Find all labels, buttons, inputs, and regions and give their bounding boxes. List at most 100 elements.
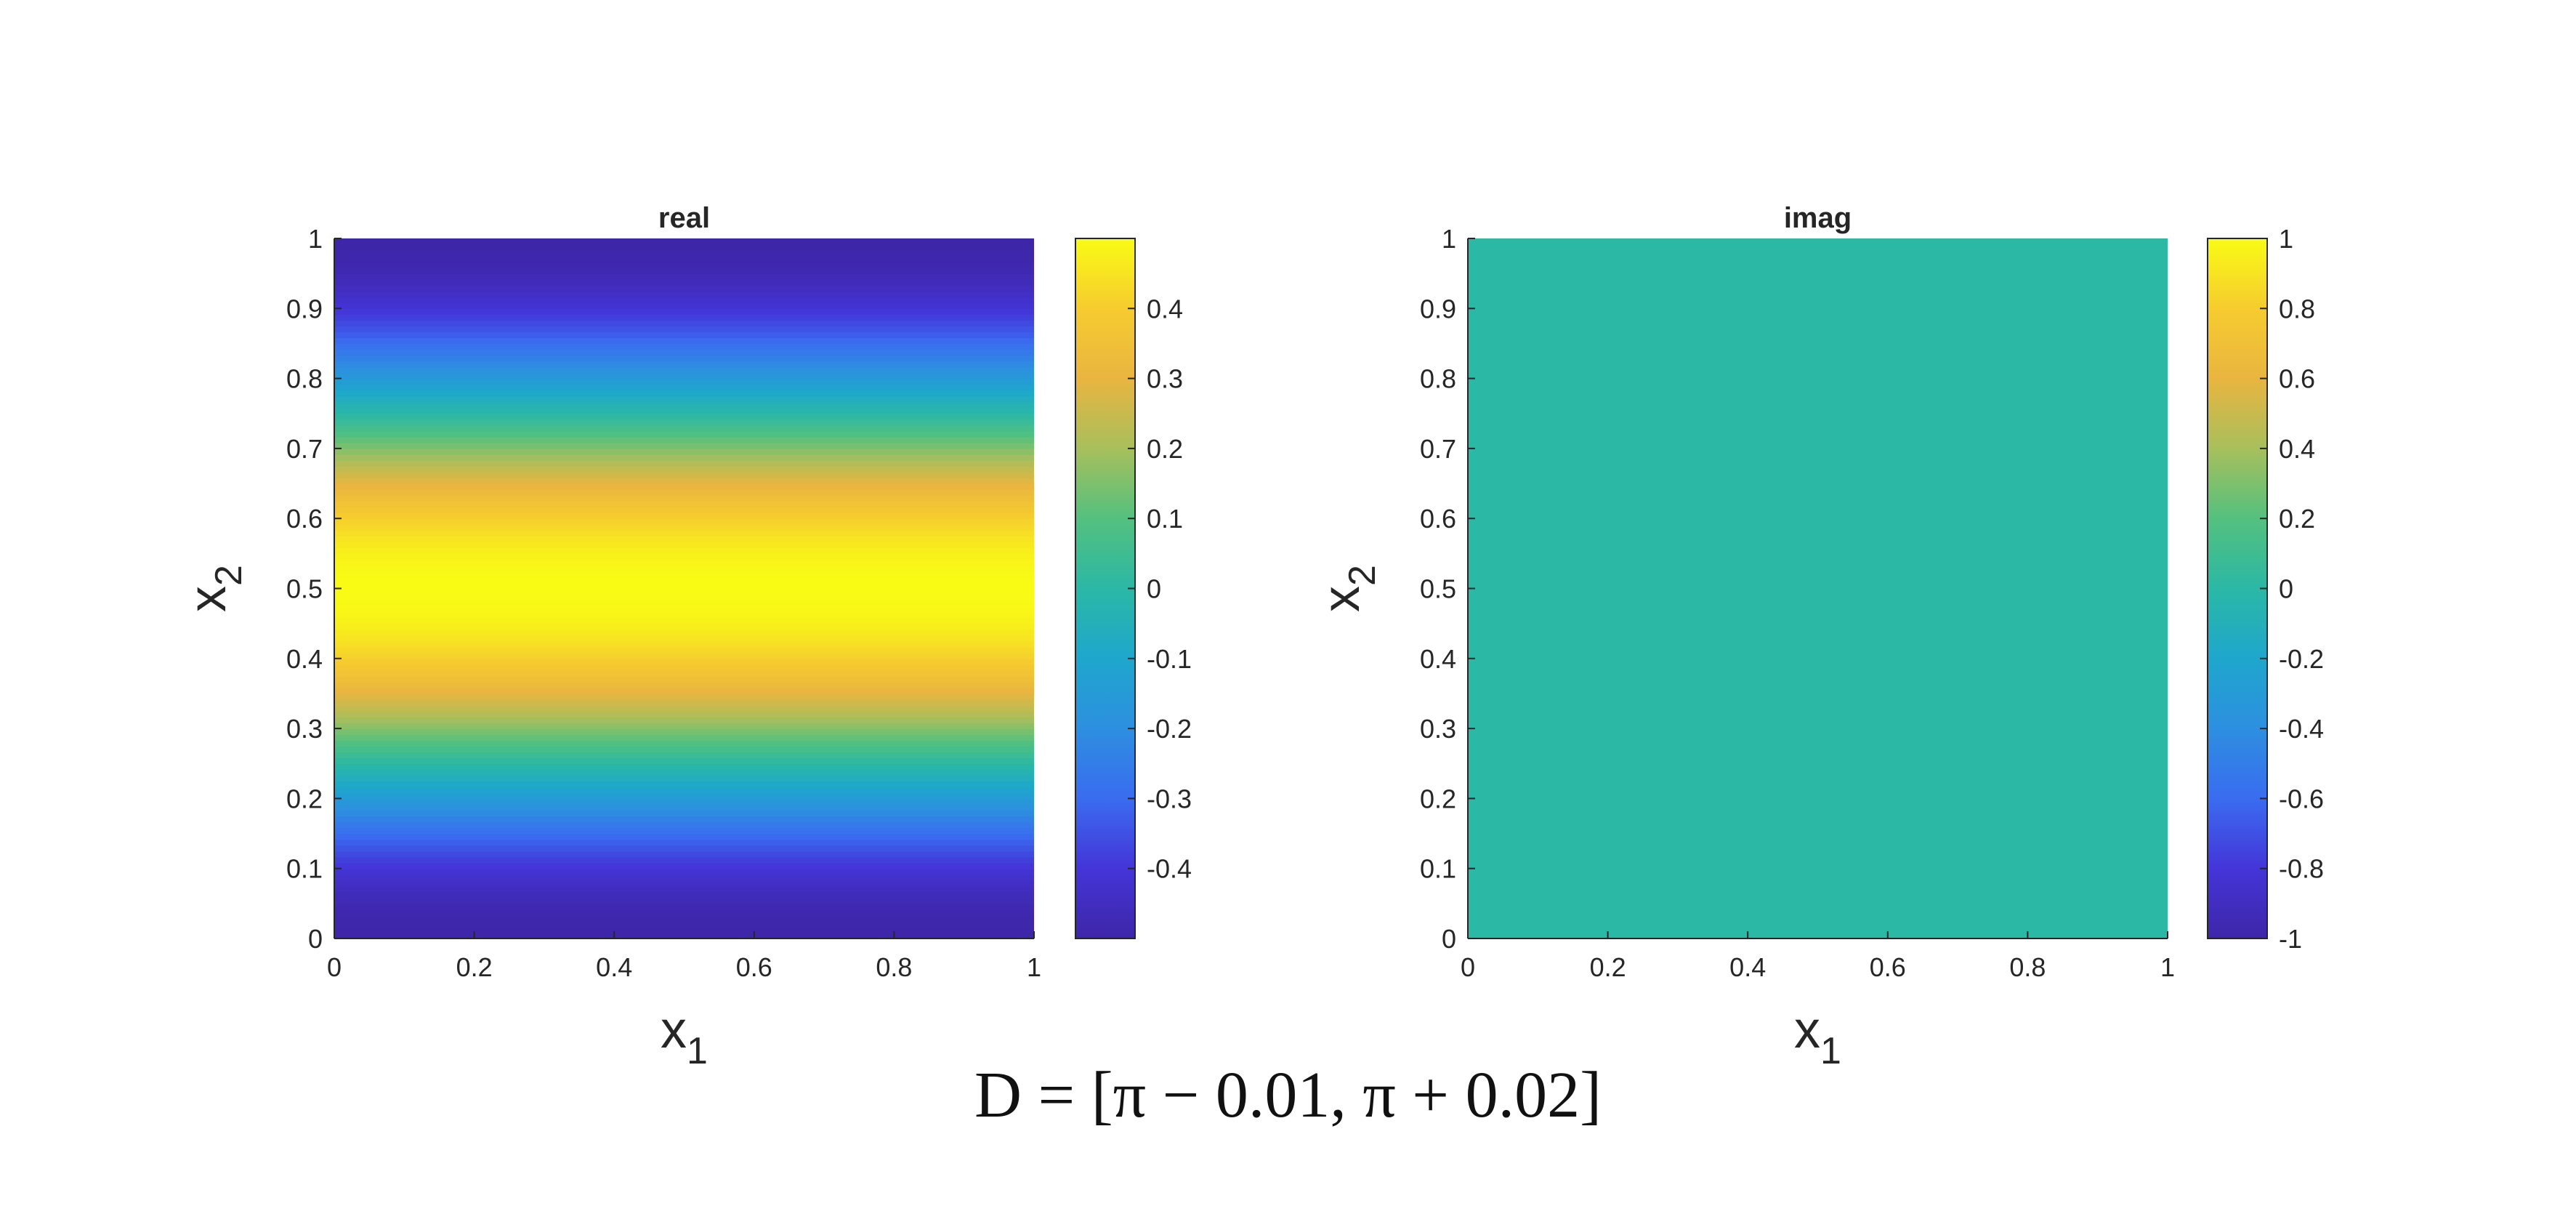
heatmap-band bbox=[334, 611, 1034, 619]
heatmap-band bbox=[1468, 658, 2168, 665]
heatmap-band bbox=[1468, 909, 2168, 916]
y-tick-label: 0 bbox=[1442, 924, 1456, 954]
heatmap-band bbox=[1468, 279, 2168, 286]
heatmap-band bbox=[334, 430, 1034, 438]
heatmap-band bbox=[334, 536, 1034, 543]
heatmap-band bbox=[1468, 501, 2168, 507]
heatmap-band bbox=[1468, 518, 2168, 526]
colorbar bbox=[2207, 238, 2268, 939]
heatmap-band bbox=[1468, 512, 2168, 519]
heatmap-band bbox=[334, 827, 1034, 835]
heatmap-band bbox=[334, 804, 1034, 811]
heatmap-band bbox=[1468, 582, 2168, 590]
heatmap-band bbox=[334, 262, 1034, 268]
heatmap-band bbox=[1468, 454, 2168, 461]
heatmap-band bbox=[1468, 571, 2168, 578]
colorbar-tick-label: 0.6 bbox=[2279, 364, 2315, 394]
y-tick-label: 0.5 bbox=[1420, 574, 1456, 604]
heatmap-band bbox=[1468, 465, 2168, 473]
heatmap-band bbox=[1468, 314, 2168, 321]
heatmap-band bbox=[334, 244, 1034, 251]
heatmap-band bbox=[1468, 459, 2168, 467]
colorbar bbox=[1075, 238, 1136, 939]
heatmap-band bbox=[1468, 717, 2168, 723]
heatmap-band bbox=[334, 366, 1034, 374]
heatmap-band bbox=[1468, 378, 2168, 385]
heatmap-band bbox=[1468, 787, 2168, 794]
heatmap-band bbox=[1468, 740, 2168, 747]
heatmap-band bbox=[334, 448, 1034, 455]
heatmap-band bbox=[334, 524, 1034, 531]
heatmap-band bbox=[1468, 588, 2168, 595]
heatmap-band bbox=[334, 629, 1034, 636]
heatmap-band bbox=[1468, 675, 2168, 683]
heatmap-band bbox=[334, 652, 1034, 659]
heatmap-band bbox=[1468, 297, 2168, 304]
heatmap-band bbox=[334, 845, 1034, 852]
y-tick-label: 0.4 bbox=[1420, 644, 1456, 674]
heatmap-band bbox=[1468, 606, 2168, 613]
heatmap-band bbox=[1468, 769, 2168, 776]
heatmap-band bbox=[334, 903, 1034, 910]
colorbar-tick-label: 0.4 bbox=[2279, 434, 2315, 464]
panel-real: 0 0.2 0.4 0.6 0.8 1 0 0.1 0.2 0.3 0.4 0.5 0.6 0.7 0.8 0… bbox=[179, 202, 1192, 1072]
panel-imag: 0 0.2 0.4 0.6 0.8 1 0 0.1 0.2 0.3 0.4 0.5 0.6 0.7 0.8 0… bbox=[1312, 202, 2324, 1072]
heatmap-band bbox=[1468, 816, 2168, 823]
heatmap-field bbox=[1468, 238, 2168, 939]
heatmap-band bbox=[1468, 308, 2168, 315]
heatmap-band bbox=[334, 705, 1034, 712]
heatmap-band bbox=[1468, 576, 2168, 584]
x-tick-label: 1 bbox=[1027, 952, 1041, 982]
heatmap-band bbox=[334, 285, 1034, 292]
heatmap-band bbox=[1468, 804, 2168, 811]
heatmap-band bbox=[334, 268, 1034, 274]
heatmap-band bbox=[1468, 413, 2168, 420]
heatmap-band bbox=[1468, 635, 2168, 642]
heatmap-band bbox=[1468, 366, 2168, 374]
heatmap-band bbox=[334, 897, 1034, 904]
heatmap-band bbox=[1468, 285, 2168, 292]
heatmap-band bbox=[334, 478, 1034, 484]
heatmap-band bbox=[1468, 746, 2168, 752]
heatmap-band bbox=[1468, 903, 2168, 910]
heatmap-band bbox=[334, 384, 1034, 391]
heatmap-band bbox=[334, 839, 1034, 846]
colorbar-tick-label: 0.8 bbox=[2279, 294, 2315, 323]
heatmap-band bbox=[1468, 530, 2168, 537]
heatmap-band bbox=[1468, 617, 2168, 624]
y-tick-label: 0.8 bbox=[286, 364, 323, 394]
heatmap-band bbox=[1468, 524, 2168, 531]
x-tick-label: 0.2 bbox=[1590, 952, 1626, 982]
heatmap-band bbox=[334, 401, 1034, 409]
heatmap-band bbox=[334, 932, 1034, 939]
heatmap-band bbox=[1468, 705, 2168, 712]
x-tick-label: 0.4 bbox=[596, 952, 632, 982]
heatmap-band bbox=[1468, 734, 2168, 741]
colorbar-tick-label: -0.2 bbox=[1147, 714, 1192, 744]
heatmap-band bbox=[334, 699, 1034, 706]
caption: D = [π − 0.01, π + 0.02] bbox=[974, 1059, 1602, 1131]
y-axis-label: x2 bbox=[179, 565, 250, 612]
x-tick-label: 0 bbox=[327, 952, 342, 982]
colorbar-tick-label: 0 bbox=[1147, 574, 1161, 604]
colorbar-tick-label: 0.3 bbox=[1147, 364, 1183, 394]
heatmap-band bbox=[334, 459, 1034, 467]
heatmap-band bbox=[334, 308, 1034, 315]
heatmap-band bbox=[1468, 343, 2168, 350]
heatmap-band bbox=[1468, 798, 2168, 805]
heatmap-band bbox=[1468, 781, 2168, 788]
heatmap-band bbox=[1468, 926, 2168, 933]
heatmap-band bbox=[334, 530, 1034, 537]
heatmap-band bbox=[334, 279, 1034, 286]
heatmap-band bbox=[1468, 372, 2168, 379]
heatmap-band bbox=[1468, 611, 2168, 619]
heatmap-band bbox=[334, 483, 1034, 490]
heatmap-band bbox=[334, 693, 1034, 700]
heatmap-band bbox=[1468, 268, 2168, 274]
heatmap-band bbox=[334, 489, 1034, 496]
heatmap-band bbox=[334, 752, 1034, 759]
x-tick-label: 0.2 bbox=[456, 952, 493, 982]
heatmap-band bbox=[1468, 646, 2168, 654]
heatmap-band bbox=[334, 273, 1034, 280]
heatmap-band bbox=[334, 798, 1034, 805]
